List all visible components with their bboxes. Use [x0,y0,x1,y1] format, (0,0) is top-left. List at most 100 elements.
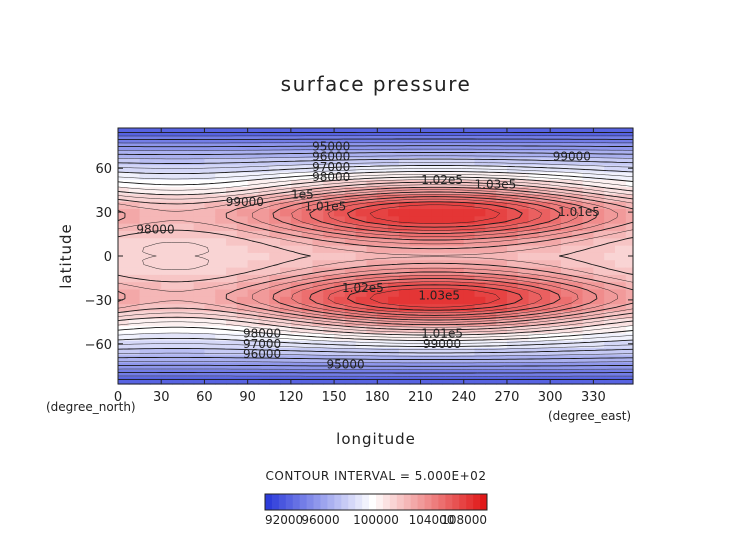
heatmap-cell [625,266,634,275]
heatmap-cell [398,230,411,239]
heatmap-cell [604,179,616,188]
contour-label: 1.01e5 [421,327,463,341]
heatmap-cell [604,201,616,210]
heatmap-cell [226,288,238,297]
heatmap-cell [193,164,206,173]
heatmap-cell [614,164,627,173]
heatmap-cell [517,201,530,210]
heatmap-cell [539,128,551,136]
heatmap-cell [280,252,292,261]
heatmap-cell [366,193,378,202]
contour-label: 1.01e5 [305,199,347,213]
heatmap-cell [539,303,551,312]
heatmap-cell [182,179,195,188]
heatmap-cell [582,288,594,297]
heatmap-cell [355,296,368,305]
heatmap-cell [463,230,476,239]
heatmap-cell [193,193,206,202]
heatmap-cell [172,186,184,195]
heatmap-cell [215,259,227,268]
heatmap-cell [517,149,530,158]
heatmap-cell [485,157,497,166]
heatmap-cell [323,332,335,341]
heatmap-cell [344,149,357,158]
heatmap-cell [161,332,173,341]
heatmap-cell [420,376,432,385]
heatmap-cell [614,325,627,334]
heatmap-cell [193,296,206,305]
heatmap-cell [539,376,551,385]
heatmap-cell [388,223,400,231]
heatmap-cell [139,303,152,312]
heatmap-cell [280,201,292,210]
heatmap-cell [128,237,141,246]
heatmap-cell [528,186,540,195]
heatmap-cell [172,230,184,239]
x-axis-label: longitude [336,430,416,448]
heatmap-cell [409,193,422,202]
heatmap-cell [506,128,519,136]
heatmap-cell [517,259,530,268]
heatmap-cell [312,201,324,210]
heatmap-cell [128,362,141,370]
heatmap-cell [161,186,173,195]
heatmap-cell [582,332,594,341]
heatmap-cell [366,318,378,327]
heatmap-cell [258,193,270,202]
heatmap-cell [431,376,443,385]
heatmap-cell [118,369,130,378]
heatmap-cell [593,237,605,246]
heatmap-cell [431,303,443,312]
heatmap-cell [517,142,530,151]
heatmap-cell [236,347,249,356]
heatmap-cell [431,237,443,246]
heatmap-cell [161,128,173,136]
heatmap-cell [301,266,314,275]
heatmap-cell [398,274,411,283]
heatmap-cell [420,237,432,246]
x-tick-label: 150 [322,390,347,405]
heatmap-cell [604,128,616,136]
heatmap-cell [118,362,130,370]
heatmap-cell [301,245,314,253]
heatmap-cell [398,340,411,349]
heatmap-cell [496,164,508,173]
heatmap-cell [593,171,605,180]
heatmap-cell [150,215,162,224]
heatmap-cell [247,310,260,319]
heatmap-cell [550,310,562,319]
heatmap-cell [334,164,346,173]
heatmap-cell [323,310,335,319]
heatmap-cell [420,208,432,217]
heatmap-cell [355,201,368,210]
contour-label: 99000 [226,195,264,209]
heatmap-cell [236,310,249,319]
heatmap-cell [247,318,260,327]
heatmap-cell [269,332,281,341]
heatmap-cell [582,274,594,283]
heatmap-cell [118,266,130,275]
heatmap-cell [215,274,227,283]
heatmap-cell [290,237,303,246]
heatmap-cell [323,296,335,305]
heatmap-cell [301,303,314,312]
heatmap-cell [161,296,173,305]
heatmap-cell [323,274,335,283]
heatmap-cell [172,193,184,202]
heatmap-cell [377,142,389,151]
heatmap-cell [625,201,634,210]
heatmap-cell [409,149,422,158]
heatmap-cell [517,186,530,195]
heatmap-cell [128,303,141,312]
heatmap-cell [528,208,540,217]
heatmap-cell [323,215,335,224]
heatmap-cell [226,340,238,349]
heatmap-cell [269,245,281,253]
heatmap-cell [161,340,173,349]
heatmap-cell [528,128,540,136]
heatmap-cell [247,376,260,385]
heatmap-cell [506,245,519,253]
heatmap-cell [150,237,162,246]
heatmap-cell [604,303,616,312]
heatmap-cell [420,179,432,188]
